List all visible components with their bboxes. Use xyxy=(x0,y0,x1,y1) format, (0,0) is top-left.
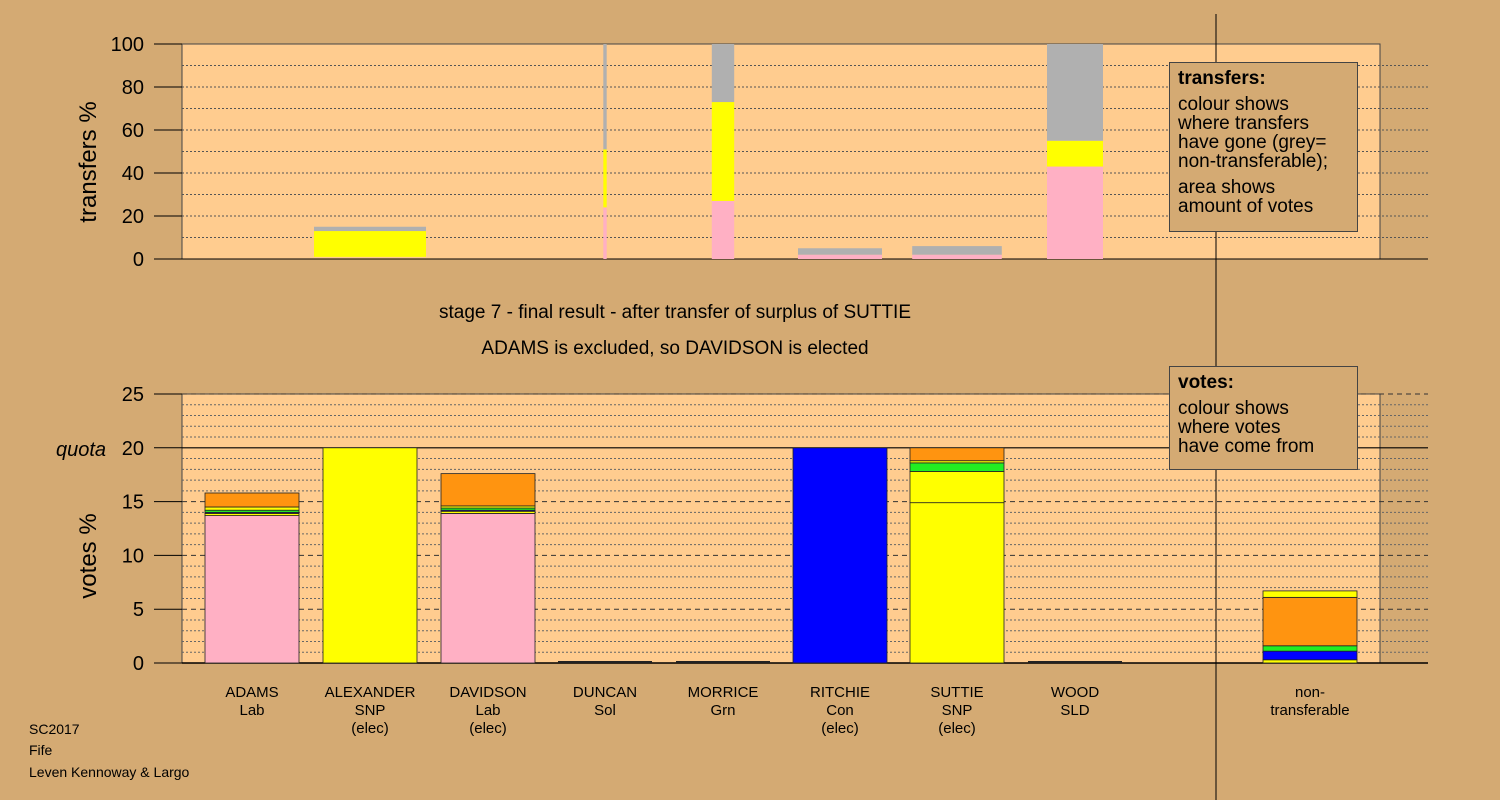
y-tick-label: 5 xyxy=(133,599,144,621)
candidate-label: SLD xyxy=(1060,702,1089,719)
transfers-legend-line: amount of votes xyxy=(1178,196,1314,217)
candidate-label: (elec) xyxy=(351,720,389,737)
candidate-label: ALEXANDER xyxy=(325,684,416,701)
votes-y-axis: 0 5 10 15 20 25 xyxy=(122,384,182,675)
transfer-segment xyxy=(603,149,607,208)
votes-legend-line: where votes xyxy=(1178,417,1281,438)
transfers-legend-line: area shows xyxy=(1178,177,1276,198)
votes-y-label: votes % xyxy=(75,513,102,598)
votes-bars xyxy=(204,447,1358,664)
transfer-segment xyxy=(912,254,1002,259)
candidate-label: Con xyxy=(826,702,854,719)
votes-legend: votes: colour shows where votes have com… xyxy=(1169,366,1358,470)
stage-caption: stage 7 - final result - after transfer … xyxy=(438,302,911,323)
footer-ward: Leven Kennoway & Largo xyxy=(29,764,190,780)
candidate-label: (elec) xyxy=(469,720,507,737)
candidate-label: Grn xyxy=(710,702,735,719)
transfers-y-label: transfers % xyxy=(75,101,102,222)
candidate-labels: ADAMSLabALEXANDERSNP(elec)DAVIDSONLab(el… xyxy=(225,684,1349,737)
candidate-label: SNP xyxy=(942,702,973,719)
votes-legend-title: votes: xyxy=(1178,372,1234,393)
vote-segment xyxy=(909,502,1005,664)
transfers-legend-line: non-transferable); xyxy=(1178,151,1328,172)
votes-legend-line: colour shows xyxy=(1178,398,1289,419)
transfer-segment xyxy=(798,254,882,259)
candidate-label: Sol xyxy=(594,702,616,719)
y-tick-label: 15 xyxy=(122,492,144,514)
transfer-segment xyxy=(711,200,735,259)
vote-segment xyxy=(440,473,536,507)
vote-segment xyxy=(204,515,300,664)
nontransferable-label: transferable xyxy=(1270,702,1349,719)
outcome-caption: ADAMS is excluded, so DAVIDSON is electe… xyxy=(481,338,869,359)
vote-segment xyxy=(1262,596,1358,647)
transfers-bars xyxy=(314,44,1103,259)
vote-segment xyxy=(909,462,1005,472)
transfer-segment xyxy=(603,207,607,259)
y-tick-label: 20 xyxy=(122,206,144,228)
y-tick-label: 60 xyxy=(122,120,144,142)
transfer-segment xyxy=(711,44,735,103)
candidate-label: DAVIDSON xyxy=(449,684,526,701)
vote-segment xyxy=(1262,659,1358,664)
transfers-legend-line: where transfers xyxy=(1178,113,1309,134)
candidate-label: Lab xyxy=(239,702,264,719)
footer-council: Fife xyxy=(29,742,53,758)
transfer-segment xyxy=(1047,44,1103,141)
vote-segment xyxy=(1262,645,1358,652)
y-tick-label: 100 xyxy=(111,34,144,56)
vote-segment xyxy=(792,447,888,664)
vote-segment xyxy=(440,513,536,664)
y-tick-label: 20 xyxy=(122,438,144,460)
candidate-label: DUNCAN xyxy=(573,684,637,701)
candidate-label: SNP xyxy=(355,702,386,719)
candidate-label: RITCHIE xyxy=(810,684,870,701)
candidate-label: ADAMS xyxy=(225,684,278,701)
transfer-segment xyxy=(912,246,1002,255)
transfers-legend: transfers: colour shows where transfers … xyxy=(1169,62,1358,232)
transfer-segment xyxy=(1047,140,1103,167)
candidate-label: WOOD xyxy=(1051,684,1099,701)
vote-segment xyxy=(204,506,300,511)
transfers-legend-line: colour shows xyxy=(1178,94,1289,115)
votes-legend-line: have come from xyxy=(1178,436,1315,457)
quota-label: quota xyxy=(56,439,106,461)
transfer-segment xyxy=(798,248,882,255)
footer-election: SC2017 xyxy=(29,721,80,737)
candidate-label: SUTTIE xyxy=(930,684,983,701)
transfers-y-axis: 0 20 40 60 80 100 xyxy=(111,34,182,271)
transfers-legend-title: transfers: xyxy=(1178,68,1266,89)
transfer-segment xyxy=(603,44,607,150)
vote-segment xyxy=(909,447,1005,462)
vote-segment xyxy=(204,492,300,508)
transfers-legend-line: have gone (grey= xyxy=(1178,132,1327,153)
transfer-segment xyxy=(314,226,426,232)
candidate-label: MORRICE xyxy=(688,684,759,701)
y-tick-label: 10 xyxy=(122,545,144,567)
vote-segment xyxy=(909,471,1005,504)
vote-segment xyxy=(1262,650,1358,661)
transfer-segment xyxy=(711,102,735,201)
y-tick-label: 25 xyxy=(122,384,144,406)
transfer-segment xyxy=(1047,166,1103,259)
candidate-label: (elec) xyxy=(821,720,859,737)
candidate-label: Lab xyxy=(475,702,500,719)
vote-segment xyxy=(322,447,418,664)
y-tick-label: 80 xyxy=(122,77,144,99)
candidate-label: (elec) xyxy=(938,720,976,737)
y-tick-label: 0 xyxy=(133,653,144,675)
transfer-segment xyxy=(314,231,426,257)
y-tick-label: 40 xyxy=(122,163,144,185)
vote-segment xyxy=(1262,590,1358,598)
nontransferable-label: non- xyxy=(1295,684,1325,701)
y-tick-label: 0 xyxy=(133,249,144,271)
